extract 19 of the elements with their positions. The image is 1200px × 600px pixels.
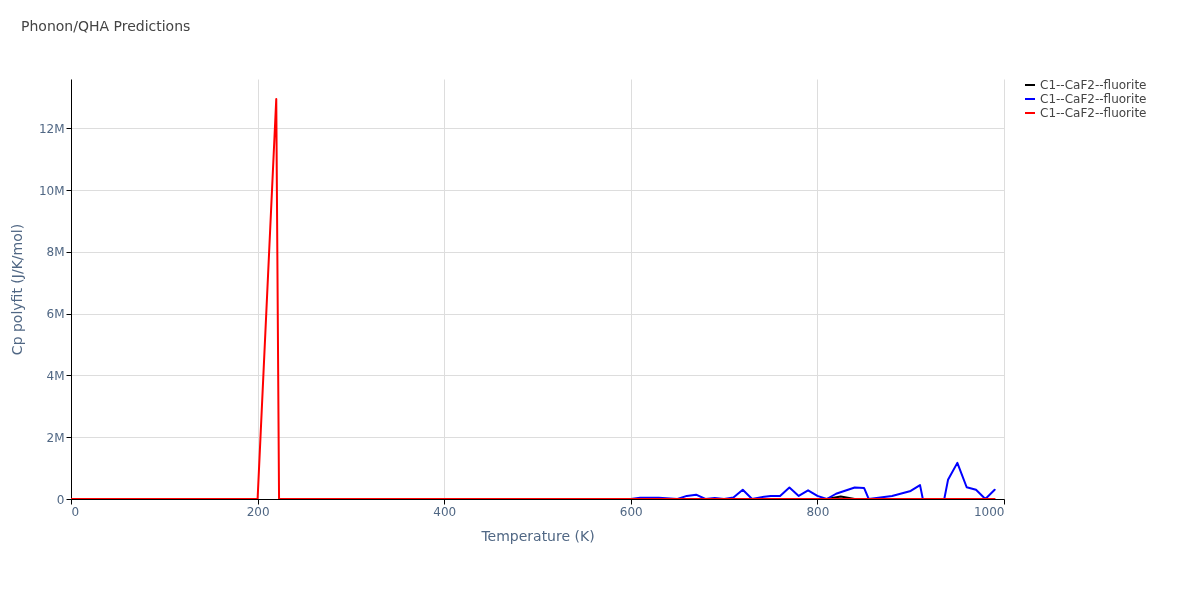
x-axis-title: Temperature (K) <box>480 527 595 544</box>
y-tick-label: 10M <box>38 183 65 198</box>
y-axis-title: Cp polyfit (J/K/mol) <box>8 223 25 356</box>
y-tick-label: 6M <box>46 307 65 322</box>
legend-label: C1--CaF2--fluorite <box>1040 92 1147 106</box>
y-tick-label: 12M <box>38 121 65 136</box>
x-tick-label: 0 <box>71 504 80 519</box>
y-tick-label: 0 <box>56 492 65 507</box>
x-tick-label: 800 <box>806 504 830 519</box>
x-tick-label: 1000 <box>973 504 1005 519</box>
x-tick-label: 200 <box>246 504 270 519</box>
legend-label: C1--CaF2--fluorite <box>1040 106 1147 120</box>
y-tick-label: 4M <box>46 368 65 383</box>
chart-title: Phonon/QHA Predictions <box>21 18 191 34</box>
legend-label: C1--CaF2--fluorite <box>1040 78 1147 92</box>
x-tick-label: 600 <box>619 504 643 519</box>
y-tick-label: 2M <box>46 430 65 445</box>
y-tick-label: 8M <box>46 245 65 260</box>
x-tick-label: 400 <box>433 504 457 519</box>
